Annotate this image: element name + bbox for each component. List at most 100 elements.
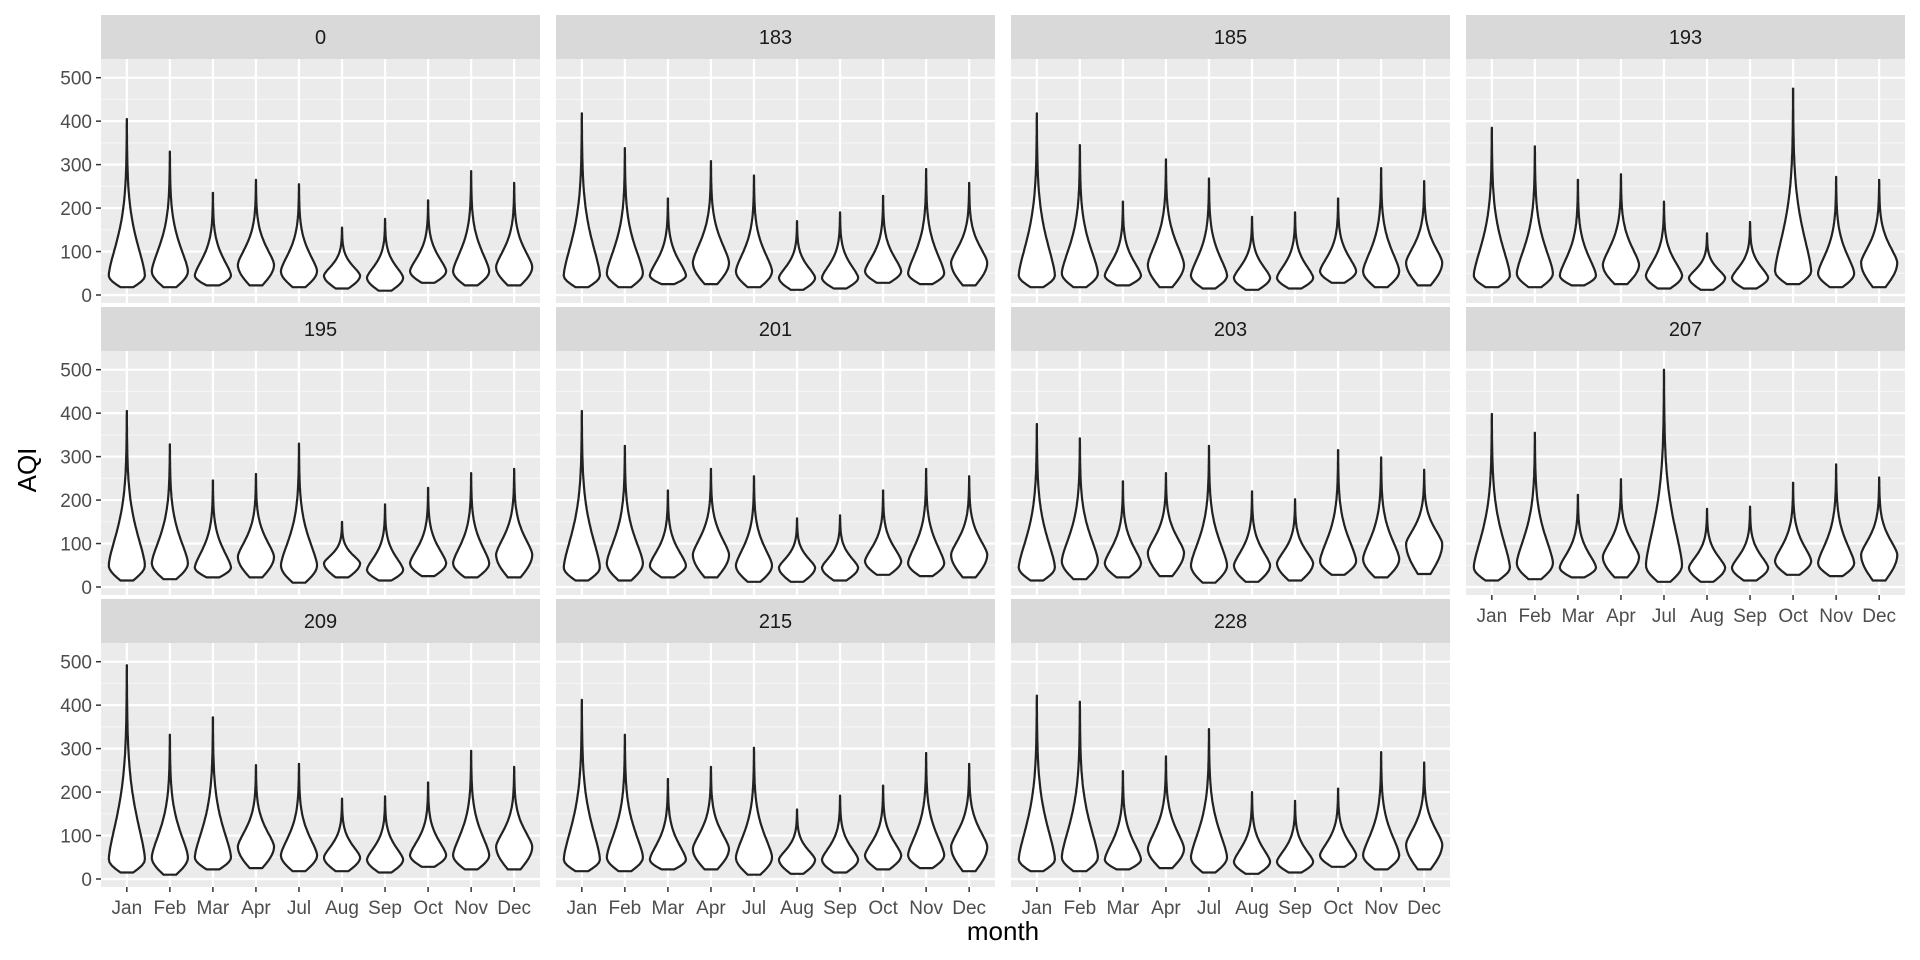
y-tick-label: 300 [60,740,92,761]
violin-195-Jan [107,409,146,582]
y-tick-label: 300 [60,448,92,469]
x-tick-label: Oct [413,898,443,919]
violin-201-Nov [907,467,946,578]
violin-201-Jul [734,475,774,583]
x-tick-label: Jan [1022,898,1053,919]
violin-201-Feb [605,444,644,582]
x-tick-label: Oct [1778,606,1808,627]
violin-228-Dec [1405,761,1444,871]
violin-207-Sep [1730,505,1770,582]
violin-215-Oct [863,784,903,871]
violin-201-Oct [863,489,903,576]
y-tick-label: 100 [60,535,92,556]
violin-201-Mar [648,489,687,579]
violin-185-Mar [1103,200,1143,287]
violin-209-Feb [150,733,189,876]
facet-panel-193: 193 [1466,15,1905,303]
violin-228-Mar [1103,770,1143,871]
x-tick-label: Dec [1862,606,1896,627]
violin-228-Jul [1189,728,1229,874]
violin-193-Feb [1515,145,1554,289]
x-tick-label: Feb [153,898,186,919]
violin-0-Dec [495,181,534,287]
violin-215-Dec [950,762,989,873]
y-tick-label: 100 [60,827,92,848]
x-tick-label: Aug [1235,898,1269,919]
facet-strip [101,307,540,351]
x-tick-label: Mar [1562,606,1595,627]
violin-0-Jan [107,117,146,289]
violin-193-Jul [1644,200,1684,290]
violin-183-Mar [648,197,688,286]
violin-185-Jul [1189,177,1229,290]
y-tick-label: 500 [60,361,92,382]
x-axis-title: month [967,916,1039,946]
x-tick-label: Jan [1477,606,1508,627]
violin-215-Mar [648,777,687,871]
x-tick-label: Jan [112,898,143,919]
facet-panel-228: 228 Jan Feb Mar Apr Jul Aug Sep Oct Nov Dec [1011,599,1450,919]
facet-strip-label: 195 [304,319,337,341]
x-tick-label: Jul [1652,606,1676,627]
x-tick-label: Feb [608,898,641,919]
x-tick-label: Aug [325,898,359,919]
violin-195-Nov [452,472,491,579]
violin-0-Oct [409,199,448,284]
violin-201-Aug [777,517,817,583]
y-tick-label: 0 [81,870,92,891]
violin-228-Feb [1060,700,1099,873]
violin-207-Dec [1860,476,1899,582]
violin-209-Mar [193,716,233,871]
violin-209-Sep [365,795,405,874]
violin-183-Feb [605,147,644,289]
violin-209-Apr [236,764,276,870]
violin-0-Apr [236,178,276,287]
violin-0-Sep [365,217,405,292]
violin-215-Feb [605,733,644,873]
x-tick-label: Jul [287,898,311,919]
facet-panel-203: 203 [1011,307,1450,595]
facet-strip [556,15,995,59]
x-tick-label: Nov [909,898,943,919]
facet-strip-label: 215 [759,611,792,633]
violin-203-Apr [1146,472,1186,578]
x-tick-label: Jul [1197,898,1221,919]
violin-201-Dec [950,475,989,579]
y-tick-label: 200 [60,491,92,512]
violin-215-Aug [777,808,817,875]
violin-195-Mar [193,479,233,579]
violin-195-Aug [322,520,362,579]
y-tick-label: 200 [60,783,92,804]
facet-panel-185: 185 [1011,15,1450,303]
violin-209-Oct [408,781,448,868]
facet-strip-label: 193 [1669,27,1702,49]
violin-203-Feb [1060,437,1099,581]
violin-203-Mar [1103,480,1143,579]
violin-215-Apr [691,765,731,871]
violin-201-Apr [691,467,731,579]
violin-207-Jul [1644,368,1684,583]
facet-strip-label: 0 [315,27,326,49]
x-tick-label: Apr [241,898,271,919]
violin-183-Nov [907,167,946,286]
facet-strip-label: 207 [1669,319,1702,341]
violin-209-Aug [322,797,362,873]
facet-strip [556,307,995,351]
violin-215-Jul [734,746,774,876]
violin-209-Nov [452,749,491,871]
violin-193-Jan [1472,126,1511,289]
y-tick-label: 0 [81,578,92,599]
violin-207-Nov [1817,463,1856,578]
violin-195-Feb [150,443,189,581]
violin-228-Jan [1017,694,1056,873]
facet-panel-0: 0 0 100 200 300 400 500 [60,15,540,307]
violin-193-Dec [1860,178,1899,289]
violin-228-Sep [1275,799,1315,874]
violin-215-Sep [820,794,860,874]
violin-193-Apr [1601,173,1641,286]
facet-strip [101,599,540,643]
facet-panel-183: 183 [556,15,995,303]
violin-207-Jan [1472,412,1511,582]
facet-strip [1011,307,1450,351]
